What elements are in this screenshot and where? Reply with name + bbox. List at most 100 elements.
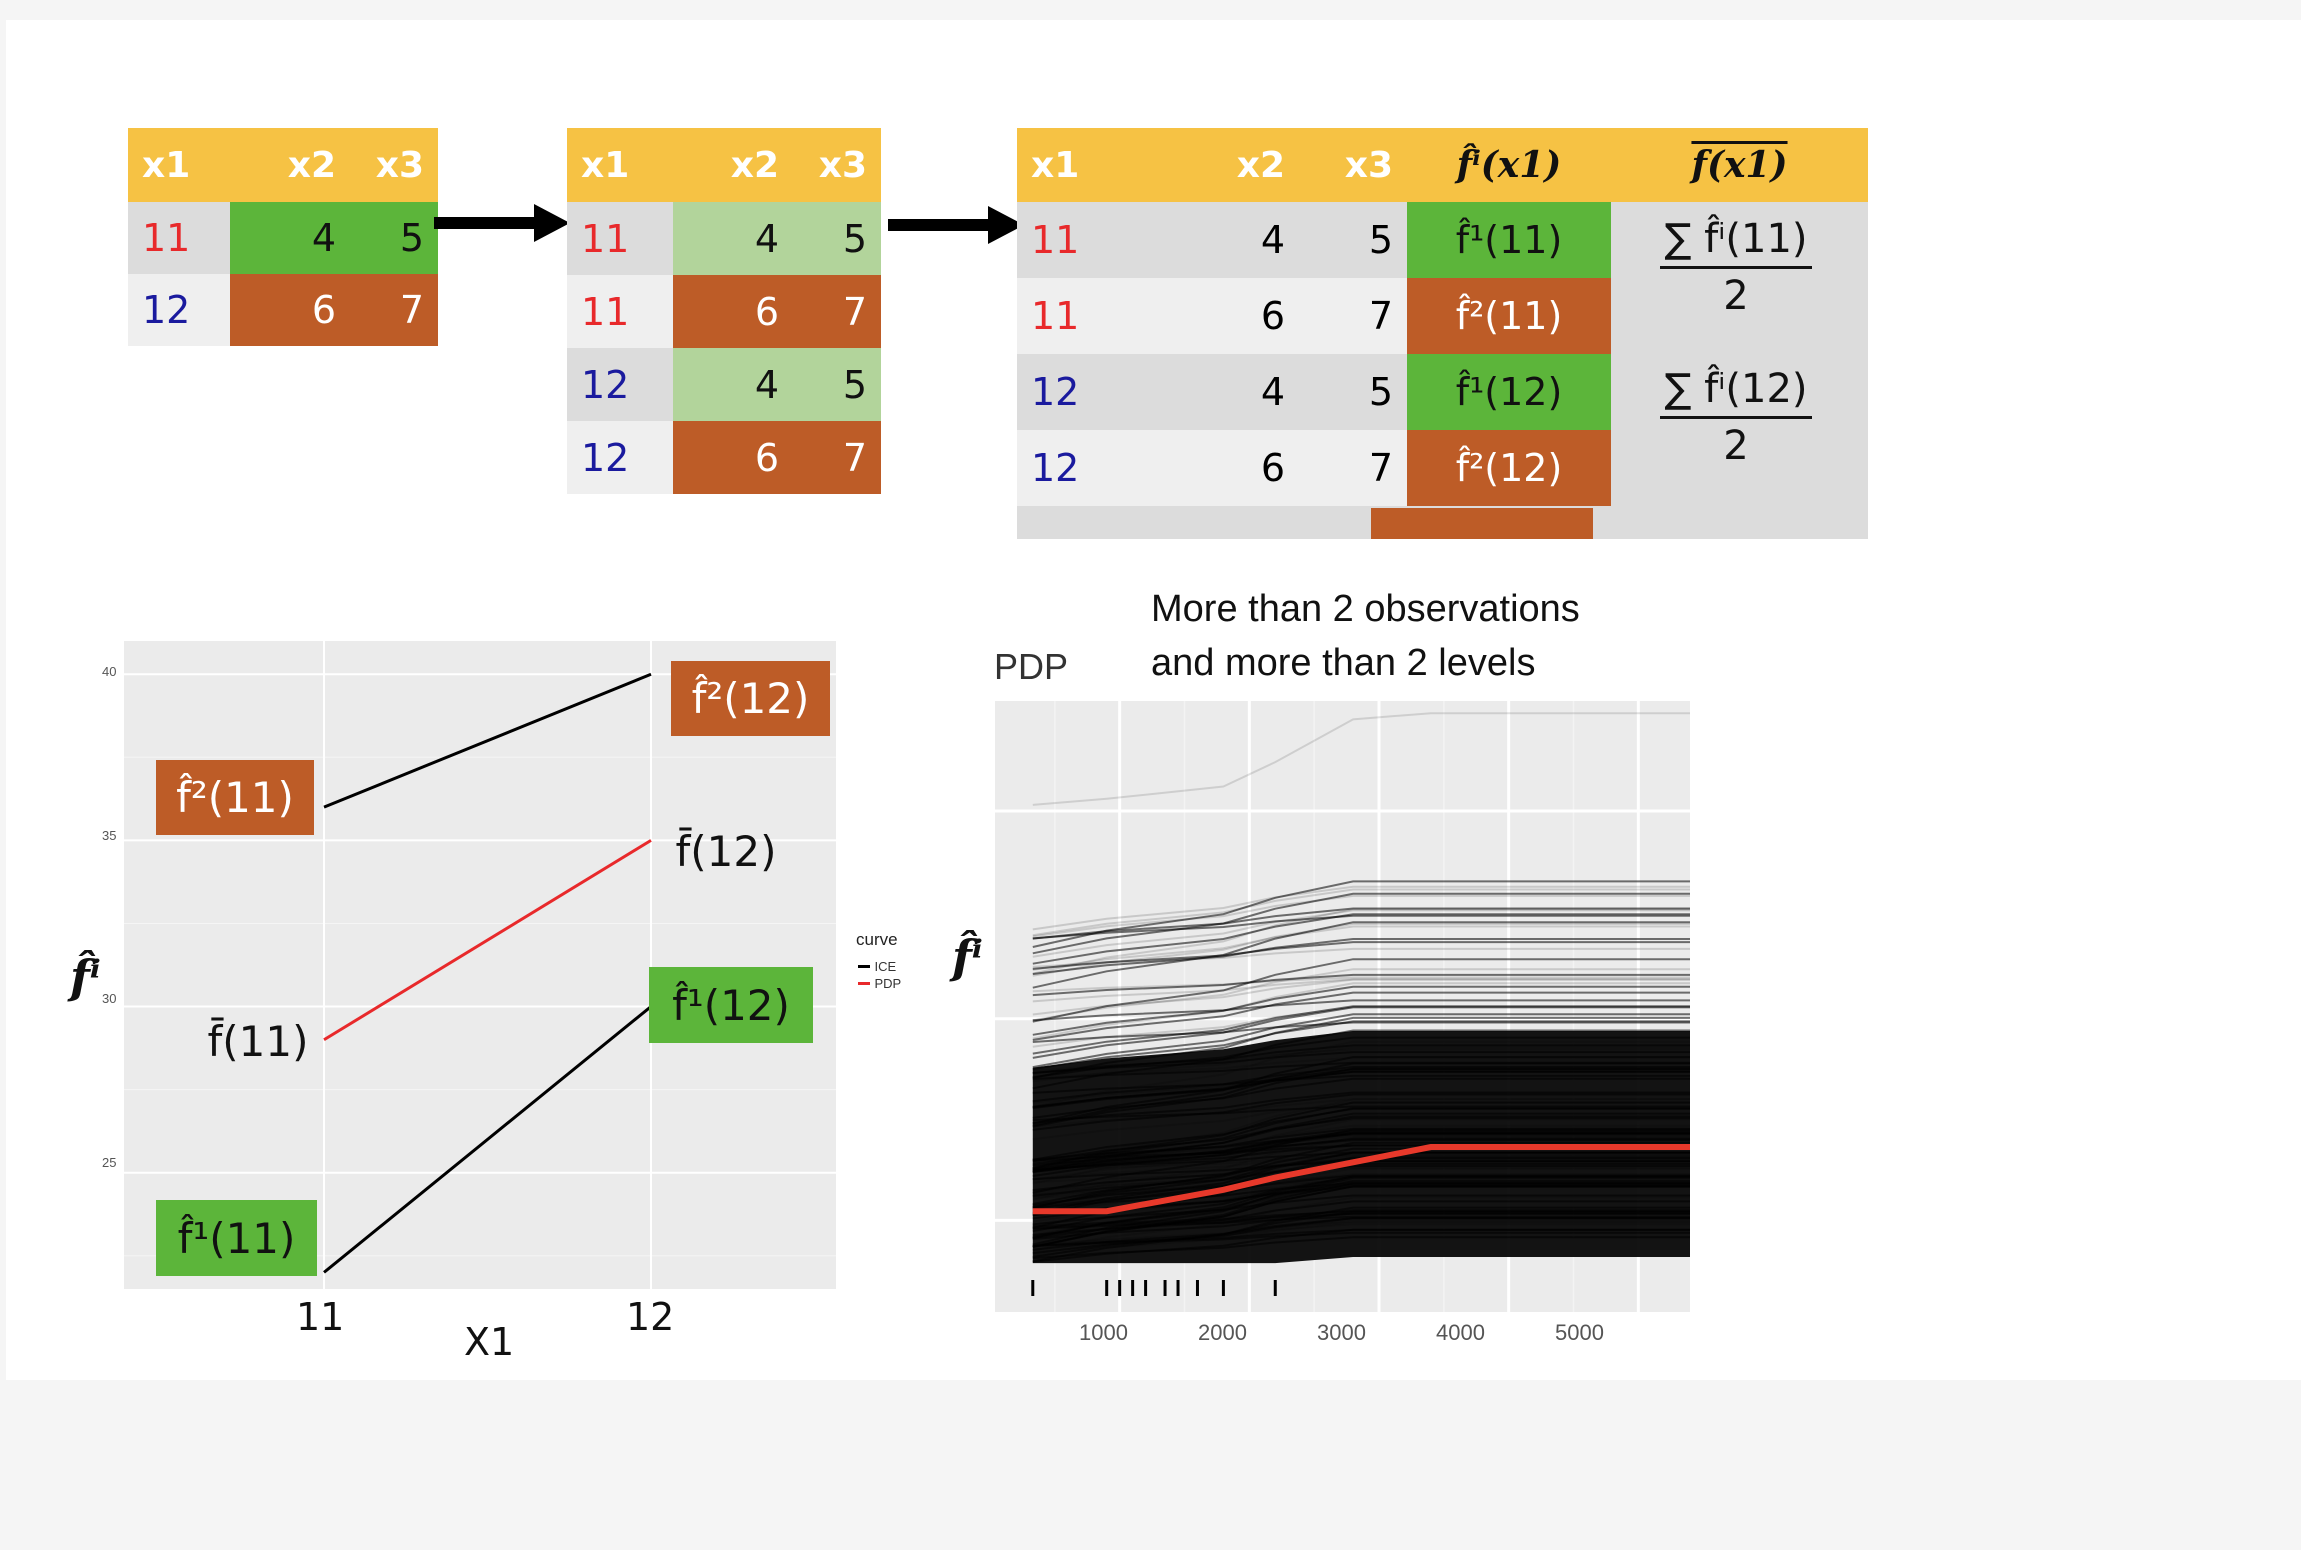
cell-avg-11 bbox=[1611, 202, 1868, 354]
ice-curve bbox=[1032, 958, 1690, 1023]
lines bbox=[323, 672, 652, 1274]
ice-curve bbox=[1032, 888, 1690, 937]
table-row: 12 4 5 bbox=[567, 348, 881, 421]
table-row: 12 6 7 f̂²(12) bbox=[1017, 430, 1868, 506]
slide-canvas: x1 x2 x3 11 4 5 12 6 7 x1 x2 bbox=[6, 20, 2301, 1380]
x-tick-5000: 5000 bbox=[1555, 1320, 1604, 1345]
cell-x3: 5 bbox=[793, 348, 881, 421]
cell-x1: 11 bbox=[128, 202, 230, 274]
cell-x2: 6 bbox=[673, 275, 793, 348]
arrow-2 bbox=[888, 206, 1024, 244]
header-x2: x2 bbox=[673, 128, 793, 202]
y-tick-35: 35 bbox=[102, 828, 117, 843]
x-tick-1000: 1000 bbox=[1079, 1320, 1128, 1345]
table-row: 11 6 7 bbox=[567, 275, 881, 348]
legend-item-ice: ICE bbox=[858, 958, 896, 976]
ice-curve bbox=[1032, 1005, 1690, 1055]
right-plot-svg bbox=[995, 701, 1690, 1312]
label-fbar-12: f̄(12) bbox=[675, 826, 777, 876]
y-tick-30: 30 bbox=[102, 991, 117, 1006]
header-x3: x3 bbox=[793, 128, 881, 202]
x-tick-11: 11 bbox=[296, 1295, 345, 1339]
cell-x3: 7 bbox=[1299, 430, 1407, 506]
ice-curve bbox=[1032, 938, 1690, 975]
right-plot-x-axis bbox=[1031, 1280, 1277, 1296]
ice-line bbox=[323, 1005, 652, 1274]
ice-curve bbox=[1032, 1013, 1690, 1069]
cell-x3: 7 bbox=[350, 274, 438, 346]
orange-extension bbox=[1371, 508, 1593, 539]
header-x1: x1 bbox=[567, 128, 673, 202]
cell-x2: 4 bbox=[673, 348, 793, 421]
table-row: 11 6 7 f̂²(11) bbox=[1017, 278, 1868, 354]
avg-formula-11: ∑ f̂ⁱ(11) 2 bbox=[1626, 216, 1846, 319]
header-f-hat: f̂ⁱ(x1) bbox=[1407, 128, 1611, 202]
pdp-line bbox=[323, 839, 652, 1042]
ice-curve bbox=[1032, 1006, 1690, 1048]
x-tick-3000: 3000 bbox=[1317, 1320, 1366, 1345]
cell-x3: 5 bbox=[1299, 354, 1407, 430]
table-row: 12 6 7 bbox=[567, 421, 881, 494]
table-row: 11 4 5 f̂¹(11) bbox=[1017, 202, 1868, 354]
ice-curve bbox=[1032, 914, 1690, 940]
cell-x1: 11 bbox=[567, 275, 673, 348]
header-x2: x2 bbox=[230, 128, 350, 202]
x-tick-4000: 4000 bbox=[1436, 1320, 1485, 1345]
grid bbox=[124, 641, 836, 1289]
ice-curve bbox=[1032, 908, 1690, 975]
label-f2-12: f̂²(12) bbox=[671, 661, 830, 736]
ice-curve bbox=[1032, 973, 1690, 997]
ice-curve bbox=[1032, 909, 1690, 958]
ice-curve bbox=[1032, 982, 1690, 1040]
cell-x1: 12 bbox=[567, 421, 673, 494]
ice-core bbox=[1032, 1030, 1690, 1264]
cell-x3: 5 bbox=[1299, 202, 1407, 278]
ice-curve-outlier bbox=[1032, 712, 1690, 806]
cell-x1: 12 bbox=[567, 348, 673, 421]
x-axis-title: X1 bbox=[464, 1320, 515, 1364]
ice-line bbox=[323, 672, 652, 809]
avg-formula-12: ∑ f̂ⁱ(12) 2 bbox=[1626, 366, 1846, 469]
ice-curve bbox=[1032, 968, 1690, 1022]
ice-curve bbox=[1032, 1006, 1690, 1059]
cell-x1: 11 bbox=[1017, 278, 1153, 354]
header-x3: x3 bbox=[1299, 128, 1407, 202]
table-row: 11 4 5 bbox=[128, 202, 438, 274]
left-plot-panel bbox=[124, 641, 836, 1289]
y-tick-25: 25 bbox=[102, 1155, 117, 1170]
label-f2-11: f̂²(11) bbox=[156, 760, 314, 835]
cell-ice-value: f̂²(11) bbox=[1407, 278, 1611, 354]
cell-x2: 4 bbox=[1153, 202, 1299, 278]
cell-ice-value: f̂²(12) bbox=[1407, 430, 1611, 506]
left-plot-svg bbox=[124, 641, 836, 1289]
cell-x3: 7 bbox=[1299, 278, 1407, 354]
y-tick-40: 40 bbox=[102, 664, 117, 679]
header-x1: x1 bbox=[128, 128, 230, 202]
label-fbar-11: f̄(11) bbox=[207, 1016, 309, 1066]
cell-x2: 4 bbox=[673, 202, 793, 275]
cell-x1: 11 bbox=[567, 202, 673, 275]
legend-title: curve bbox=[856, 930, 898, 949]
header-x2: x2 bbox=[1153, 128, 1299, 202]
table-original: x1 x2 x3 11 4 5 12 6 7 bbox=[128, 128, 438, 346]
ice-curve bbox=[1032, 913, 1690, 965]
ice-curve bbox=[1032, 892, 1690, 955]
cell-avg-12 bbox=[1611, 354, 1868, 506]
cell-x1: 12 bbox=[1017, 430, 1153, 506]
ice-curve bbox=[1032, 885, 1690, 931]
table-row: 11 4 5 bbox=[567, 202, 881, 275]
cell-x3: 5 bbox=[350, 202, 438, 274]
cell-x1: 12 bbox=[1017, 354, 1153, 430]
ice-curve bbox=[1032, 978, 1690, 1016]
ice-curve bbox=[1032, 976, 1690, 993]
legend-swatch-pdp bbox=[858, 982, 870, 986]
cell-x2: 6 bbox=[230, 274, 350, 346]
label-f1-11: f̂¹(11) bbox=[156, 1200, 317, 1276]
cell-x3: 5 bbox=[793, 202, 881, 275]
pdp-curve bbox=[1032, 1144, 1690, 1215]
ice-curve bbox=[1032, 925, 1690, 971]
cell-x1: 12 bbox=[128, 274, 230, 346]
ice-curve bbox=[1032, 921, 1690, 989]
cell-x1: 11 bbox=[1017, 202, 1153, 278]
ice-curve bbox=[1032, 978, 1690, 1003]
